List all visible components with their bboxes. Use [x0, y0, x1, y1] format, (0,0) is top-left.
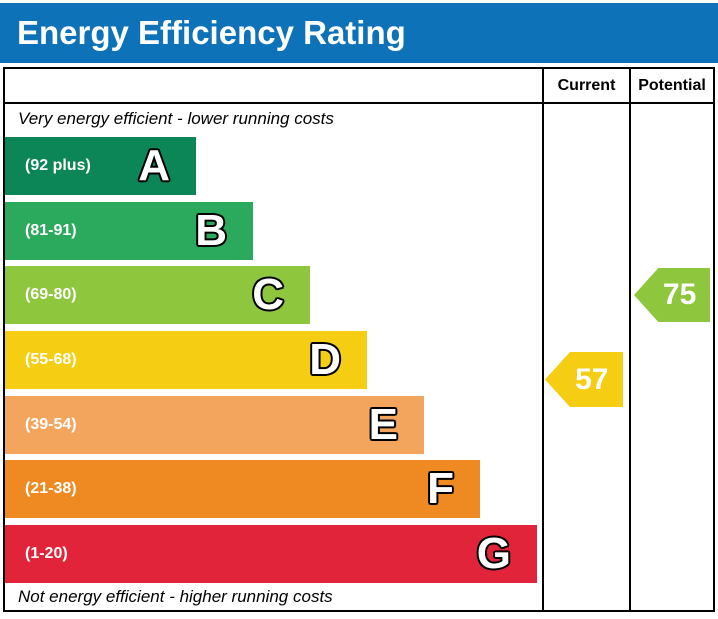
band-letter: F: [427, 464, 454, 513]
band-row-d: (55-68) D: [5, 331, 367, 389]
top-note: Very energy efficient - lower running co…: [18, 109, 334, 128]
band-range-label: (21-38): [25, 480, 77, 497]
band-letter: B: [195, 206, 227, 255]
band-range-label: (81-91): [25, 222, 77, 239]
bottom-note: Not energy efficient - higher running co…: [18, 587, 333, 606]
band-row-e: (39-54) E: [5, 396, 424, 454]
page-title: Energy Efficiency Rating: [17, 14, 406, 51]
band-letter: A: [138, 141, 170, 190]
current-rating-value: 57: [575, 362, 609, 396]
band-letter: G: [476, 529, 511, 578]
band-row-b: (81-91) B: [5, 202, 253, 260]
band-row-c: (69-80) C: [5, 266, 310, 324]
band-range-label: (92 plus): [25, 157, 91, 174]
band-row-a: (92 plus) A: [5, 137, 196, 195]
band-range-label: (69-80): [25, 286, 77, 303]
potential-rating-value: 75: [662, 278, 697, 311]
band-letter: E: [368, 400, 398, 449]
current-column: [542, 69, 629, 610]
band-letter: D: [309, 335, 341, 384]
rating-table: Current Potential Very energy efficient …: [3, 67, 715, 612]
band-row-f: (21-38) F: [5, 460, 480, 518]
header-row-divider: [5, 102, 713, 104]
band-range-label: (39-54): [25, 416, 77, 433]
band-letter: C: [252, 270, 284, 319]
band-range-label: (55-68): [25, 351, 77, 368]
potential-column: [629, 69, 713, 610]
title-banner: Energy Efficiency Rating: [0, 3, 718, 63]
potential-column-header: Potential: [638, 77, 706, 94]
current-column-header: Current: [557, 77, 616, 94]
band-range-label: (1-20): [25, 545, 68, 562]
band-row-g: (1-20) G: [5, 525, 537, 583]
